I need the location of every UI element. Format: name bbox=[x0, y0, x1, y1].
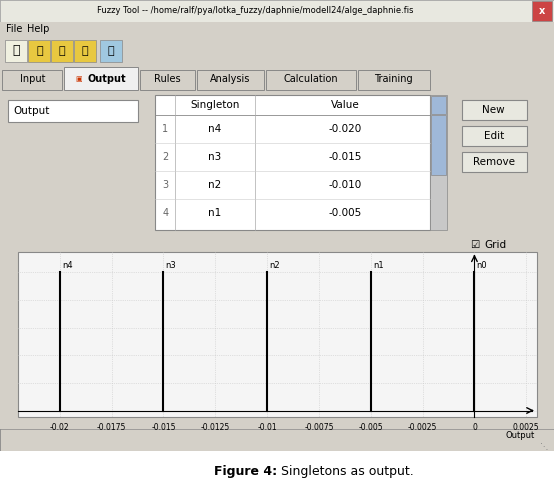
Text: 📖: 📖 bbox=[108, 46, 115, 56]
Text: -0.005: -0.005 bbox=[329, 208, 362, 218]
Bar bbox=[52, 40, 73, 62]
Text: 💾: 💾 bbox=[59, 46, 65, 56]
Text: n3: n3 bbox=[208, 152, 222, 162]
Bar bbox=[2, 70, 62, 90]
Text: Input: Input bbox=[19, 74, 45, 84]
Text: 0.0025: 0.0025 bbox=[513, 424, 540, 433]
Bar bbox=[461, 126, 527, 146]
Text: -0.015: -0.015 bbox=[151, 424, 176, 433]
Text: Analysis: Analysis bbox=[211, 74, 251, 84]
Text: x: x bbox=[538, 6, 545, 16]
Text: 2: 2 bbox=[162, 152, 168, 162]
Text: New: New bbox=[483, 105, 505, 115]
Text: -0.0075: -0.0075 bbox=[304, 424, 334, 433]
Text: Output: Output bbox=[13, 106, 50, 116]
Text: Rules: Rules bbox=[155, 74, 181, 84]
Text: -0.0175: -0.0175 bbox=[97, 424, 126, 433]
Bar bbox=[1, 36, 553, 68]
Text: Output: Output bbox=[505, 432, 535, 440]
Bar bbox=[1, 68, 553, 90]
Text: 4: 4 bbox=[162, 208, 168, 218]
Bar bbox=[1, 0, 553, 22]
Bar bbox=[197, 70, 264, 90]
Text: 3: 3 bbox=[162, 180, 168, 190]
Text: -0.020: -0.020 bbox=[329, 124, 362, 134]
Text: n2: n2 bbox=[208, 180, 222, 190]
Text: n4: n4 bbox=[208, 124, 222, 134]
Text: File: File bbox=[6, 24, 23, 34]
Text: 📁: 📁 bbox=[36, 46, 43, 56]
Bar bbox=[461, 152, 527, 172]
Bar bbox=[74, 40, 96, 62]
Text: -0.010: -0.010 bbox=[329, 180, 362, 190]
Bar bbox=[266, 70, 356, 90]
Text: Remove: Remove bbox=[473, 157, 515, 167]
Text: Singletons as output.: Singletons as output. bbox=[277, 465, 414, 478]
Bar bbox=[532, 1, 552, 21]
Text: ▣: ▣ bbox=[75, 76, 81, 82]
Text: -0.005: -0.005 bbox=[358, 424, 383, 433]
Text: 1: 1 bbox=[162, 124, 168, 134]
Text: Value: Value bbox=[331, 100, 360, 110]
Bar bbox=[18, 251, 537, 418]
Text: n4: n4 bbox=[62, 261, 73, 270]
Bar bbox=[430, 95, 447, 230]
Text: 📄: 📄 bbox=[13, 45, 20, 58]
Text: Grid: Grid bbox=[485, 240, 507, 249]
Text: n0: n0 bbox=[476, 261, 487, 270]
Text: 0: 0 bbox=[472, 424, 477, 433]
Text: -0.02: -0.02 bbox=[50, 424, 70, 433]
Bar bbox=[8, 100, 138, 122]
Text: Training: Training bbox=[375, 74, 413, 84]
Text: -0.015: -0.015 bbox=[328, 152, 362, 162]
Text: n2: n2 bbox=[269, 261, 280, 270]
Bar bbox=[431, 96, 446, 114]
Bar bbox=[431, 115, 446, 175]
Bar bbox=[1, 22, 553, 36]
Text: -0.0025: -0.0025 bbox=[408, 424, 437, 433]
Text: Figure 4:: Figure 4: bbox=[214, 465, 277, 478]
Bar bbox=[6, 40, 27, 62]
Bar bbox=[1, 430, 553, 451]
Text: Output: Output bbox=[88, 74, 126, 84]
Text: ⋱: ⋱ bbox=[540, 442, 548, 451]
Bar bbox=[358, 70, 430, 90]
Text: -0.01: -0.01 bbox=[257, 424, 277, 433]
Bar bbox=[28, 40, 50, 62]
Bar bbox=[461, 100, 527, 120]
Text: n3: n3 bbox=[166, 261, 176, 270]
Text: ☑: ☑ bbox=[470, 240, 479, 249]
Bar bbox=[100, 40, 122, 62]
Text: Fuzzy Tool -- /home/ralf/pya/lotka_fuzzy/daphnie/modell24/alge_daphnie.fis: Fuzzy Tool -- /home/ralf/pya/lotka_fuzzy… bbox=[96, 6, 413, 15]
Bar bbox=[1, 90, 553, 430]
Text: 🖨: 🖨 bbox=[82, 46, 89, 56]
Bar bbox=[140, 70, 195, 90]
Text: n1: n1 bbox=[373, 261, 383, 270]
Text: Edit: Edit bbox=[484, 131, 504, 141]
Bar bbox=[64, 67, 138, 90]
Text: Calculation: Calculation bbox=[284, 74, 338, 84]
Bar bbox=[155, 95, 430, 230]
Text: Help: Help bbox=[27, 24, 49, 34]
Text: -0.0125: -0.0125 bbox=[201, 424, 230, 433]
Text: Singleton: Singleton bbox=[191, 100, 240, 110]
Text: n1: n1 bbox=[208, 208, 222, 218]
